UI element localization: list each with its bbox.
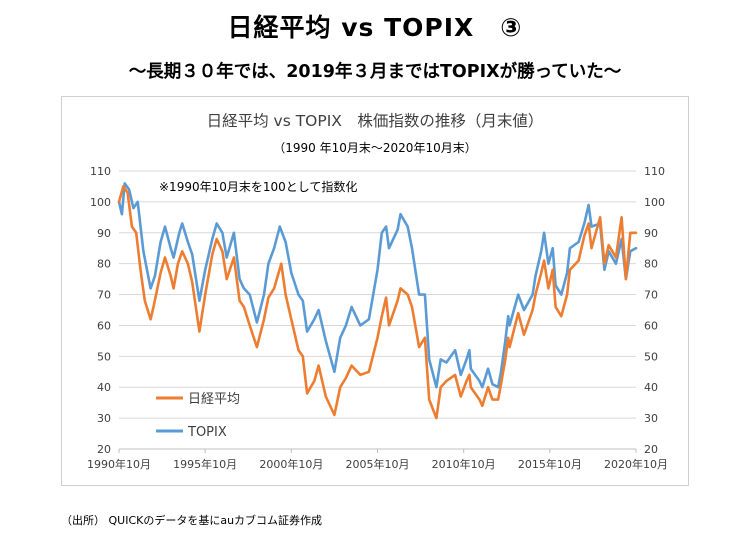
x-tick-label: 2000年10月 bbox=[259, 457, 323, 471]
x-tick-label: 2015年10月 bbox=[518, 457, 582, 471]
x-tick-label: 1995年10月 bbox=[173, 457, 237, 471]
y-tick-label-left: 60 bbox=[97, 319, 111, 332]
line-chart: 日経平均 vs TOPIX 株価指数の推移（月末値） （1990 年10月末～2… bbox=[87, 112, 668, 471]
chart-annotation: ※1990年10月末を100として指数化 bbox=[159, 179, 357, 194]
y-tick-label-left: 100 bbox=[90, 196, 111, 209]
y-tick-label-left: 30 bbox=[97, 412, 111, 425]
legend-label-topix: TOPIX bbox=[187, 425, 227, 440]
y-tick-label-right: 50 bbox=[644, 350, 658, 363]
y-tick-label-right: 40 bbox=[644, 381, 658, 394]
x-tick-label: 2005年10月 bbox=[346, 457, 410, 471]
y-tick-label-right: 100 bbox=[644, 196, 665, 209]
y-tick-label-left: 70 bbox=[97, 289, 111, 302]
y-tick-label-right: 70 bbox=[644, 289, 658, 302]
y-tick-label-right: 20 bbox=[644, 443, 658, 456]
series-line-topix bbox=[117, 182, 638, 389]
legend-label-nikkei: 日経平均 bbox=[188, 392, 240, 407]
x-tick-label: 1990年10月 bbox=[87, 457, 151, 471]
series-line-nikkei bbox=[117, 185, 638, 420]
y-tick-label-left: 20 bbox=[97, 443, 111, 456]
chart-title: 日経平均 vs TOPIX 株価指数の推移（月末値） bbox=[207, 112, 544, 130]
y-tick-label-right: 60 bbox=[644, 319, 658, 332]
y-tick-label-left: 80 bbox=[97, 258, 111, 271]
series-layer bbox=[117, 182, 638, 420]
chart-subtitle: （1990 年10月末～2020年10月末） bbox=[273, 141, 476, 155]
x-tick-label: 2010年10月 bbox=[432, 457, 496, 471]
y-tick-label-left: 50 bbox=[97, 350, 111, 363]
y-tick-label-right: 30 bbox=[644, 412, 658, 425]
y-tick-label-right: 110 bbox=[644, 165, 665, 178]
x-tick-label: 2020年10月 bbox=[604, 457, 668, 471]
y-tick-label-left: 90 bbox=[97, 227, 111, 240]
axis-layer: 20 20 30 30 40 40 50 50 60 60 70 70 80 80 90 90 100 100 11… bbox=[87, 165, 668, 471]
source-note: （出所） QUICKのデータを基にauカブコム証券作成 bbox=[61, 514, 323, 527]
y-tick-label-left: 40 bbox=[97, 381, 111, 394]
legend: 日経平均 TOPIX bbox=[156, 392, 240, 440]
y-tick-label-right: 90 bbox=[644, 227, 658, 240]
y-tick-label-left: 110 bbox=[90, 165, 111, 178]
slide-title: 日経平均 vs TOPIX ③ bbox=[227, 13, 523, 42]
y-tick-label-right: 80 bbox=[644, 258, 658, 271]
slide-subtitle: ～長期３０年では、2019年３月まではTOPIXが勝っていた～ bbox=[128, 62, 622, 82]
